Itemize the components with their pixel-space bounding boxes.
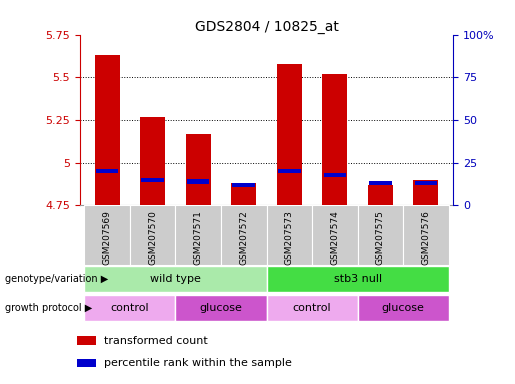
Text: stb3 null: stb3 null [334, 274, 382, 284]
Bar [277, 64, 302, 205]
Text: GSM207575: GSM207575 [376, 210, 385, 265]
Text: GSM207573: GSM207573 [285, 210, 294, 265]
Text: GSM207576: GSM207576 [421, 210, 431, 265]
Text: percentile rank within the sample: percentile rank within the sample [104, 358, 292, 368]
Bar [267, 266, 449, 292]
Bar [187, 179, 210, 184]
Bar [142, 178, 164, 182]
Text: GSM207572: GSM207572 [239, 210, 248, 265]
Bar [357, 295, 449, 321]
Bar [77, 336, 96, 345]
Text: growth protocol ▶: growth protocol ▶ [5, 303, 92, 313]
Bar [312, 205, 357, 265]
Bar [322, 74, 347, 205]
Text: GSM207570: GSM207570 [148, 210, 157, 265]
Bar [96, 169, 118, 174]
Bar [130, 205, 176, 265]
Bar [403, 205, 449, 265]
Text: genotype/variation ▶: genotype/variation ▶ [5, 274, 108, 285]
Text: transformed count: transformed count [104, 336, 208, 346]
Text: GSM207569: GSM207569 [102, 210, 112, 265]
Bar [176, 295, 267, 321]
Bar [323, 172, 346, 177]
Bar [357, 205, 403, 265]
Bar [278, 169, 301, 174]
Bar [221, 205, 267, 265]
Text: wild type: wild type [150, 274, 201, 284]
Bar [84, 205, 130, 265]
Bar [95, 55, 119, 205]
Bar [84, 266, 267, 292]
Text: glucose: glucose [199, 303, 243, 313]
Bar [140, 117, 165, 205]
Bar [231, 183, 256, 205]
Text: glucose: glucose [382, 303, 424, 313]
Title: GDS2804 / 10825_at: GDS2804 / 10825_at [195, 20, 338, 33]
Text: control: control [111, 303, 149, 313]
Bar [415, 181, 437, 185]
Bar [186, 134, 211, 205]
Bar [267, 205, 312, 265]
Text: control: control [293, 303, 331, 313]
Bar [77, 359, 96, 367]
Bar [414, 180, 438, 205]
Bar [176, 205, 221, 265]
Text: GSM207571: GSM207571 [194, 210, 203, 265]
Bar [267, 295, 357, 321]
Bar [84, 295, 176, 321]
Bar [369, 181, 391, 185]
Text: GSM207574: GSM207574 [330, 210, 339, 265]
Bar [368, 185, 393, 205]
Bar [232, 183, 255, 187]
